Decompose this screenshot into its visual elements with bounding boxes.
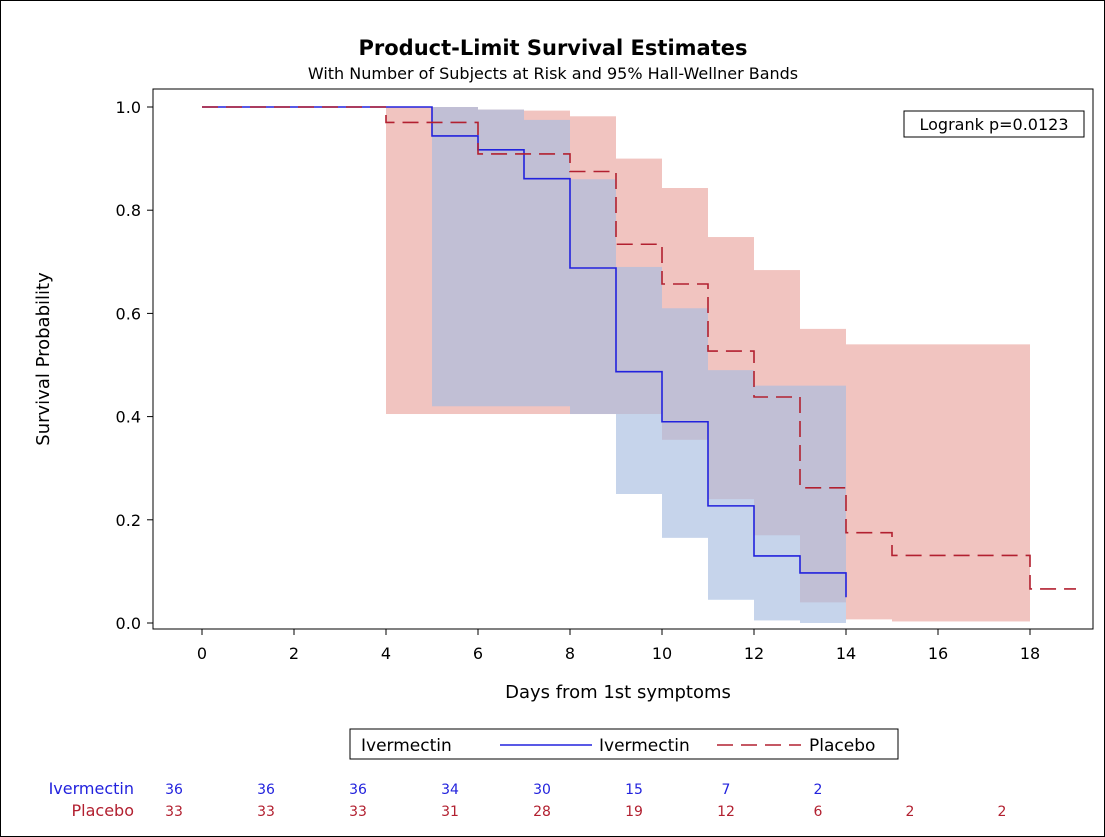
y-axis: 0.0 0.2 0.4 0.6 0.8 1.0	[116, 98, 153, 633]
risk-count-ivermectin-4: 30	[533, 782, 551, 798]
risk-label-placebo: Placebo	[72, 801, 134, 820]
band-ivermectin-4	[616, 266, 662, 494]
survival-curves	[202, 106, 1076, 598]
legend-entry-ivermectin: Ivermectin	[599, 736, 690, 756]
risk-count-ivermectin-1: 36	[257, 782, 275, 798]
x-tick-label-6: 12	[744, 644, 764, 663]
risk-count-placebo-9: 2	[998, 804, 1007, 820]
x-axis-label: Days from 1st symptoms	[505, 682, 731, 703]
risk-count-placebo-7: 6	[814, 804, 823, 820]
band-ivermectin-6	[708, 370, 754, 600]
band-placebo-9	[846, 344, 892, 620]
x-tick-label-3: 6	[473, 644, 483, 663]
risk-count-placebo-2: 33	[349, 804, 367, 820]
risk-count-placebo-1: 33	[257, 804, 275, 820]
band-ivermectin-2	[524, 119, 570, 407]
band-ivermectin-8	[800, 385, 846, 623]
risk-label-ivermectin: Ivermectin	[49, 779, 134, 798]
risk-count-ivermectin-5: 15	[625, 782, 643, 798]
risk-count-ivermectin-3: 34	[441, 782, 459, 798]
risk-count-placebo-4: 28	[533, 804, 551, 820]
chart-subtitle: With Number of Subjects at Risk and 95% …	[308, 64, 798, 83]
confidence-bands	[386, 107, 1030, 623]
y-tick-label-4: 0.8	[116, 201, 141, 220]
logrank-annotation: Logrank p=0.0123	[920, 115, 1069, 134]
y-axis-label: Survival Probability	[33, 272, 54, 446]
y-tick-label-3: 0.6	[116, 304, 141, 323]
risk-count-placebo-0: 33	[165, 804, 183, 820]
band-ivermectin-3	[570, 179, 616, 415]
legend: Ivermectin Ivermectin Placebo	[349, 728, 899, 760]
y-tick-label-5: 1.0	[116, 98, 141, 117]
x-tick-label-5: 10	[652, 644, 672, 663]
y-tick-label-2: 0.4	[116, 408, 141, 427]
risk-count-placebo-8: 2	[906, 804, 915, 820]
x-tick-label-0: 0	[197, 644, 207, 663]
x-tick-label-9: 18	[1020, 644, 1040, 663]
logrank-annotation-box: Logrank p=0.0123	[903, 110, 1085, 138]
chart-title: Product-Limit Survival Estimates	[359, 36, 748, 60]
y-tick-label-1: 0.2	[116, 511, 141, 530]
band-placebo-10	[892, 344, 1030, 622]
band-ivermectin-5	[662, 308, 708, 538]
curve-placebo	[202, 106, 1076, 590]
legend-title: Ivermectin	[361, 736, 452, 756]
x-tick-label-4: 8	[565, 644, 575, 663]
risk-count-ivermectin-0: 36	[165, 782, 183, 798]
risk-count-ivermectin-2: 36	[349, 782, 367, 798]
risk-count-placebo-5: 19	[625, 804, 643, 820]
plot-area-border	[152, 88, 1094, 630]
band-ivermectin-7	[754, 385, 800, 621]
curve-ivermectin	[202, 106, 847, 598]
risk-count-ivermectin-7: 2	[814, 782, 823, 798]
x-axis: 0 2 4 6 8 10 12 14 16 18	[197, 629, 1040, 663]
band-ivermectin-1	[478, 109, 524, 407]
legend-border	[349, 728, 899, 760]
risk-table: Ivermectin 36 36 36 34 30 15 7 2 Placebo 33 33 33 31 2…	[49, 779, 1007, 820]
x-tick-label-2: 4	[381, 644, 391, 663]
logrank-annotation-border	[903, 110, 1085, 138]
legend-entry-placebo: Placebo	[809, 736, 875, 756]
x-tick-label-1: 2	[289, 644, 299, 663]
x-tick-label-8: 16	[928, 644, 948, 663]
risk-count-ivermectin-6: 7	[722, 782, 731, 798]
risk-count-placebo-3: 31	[441, 804, 459, 820]
risk-count-placebo-6: 12	[717, 804, 735, 820]
y-tick-label-0: 0.0	[116, 614, 141, 633]
x-tick-label-7: 14	[836, 644, 856, 663]
band-ivermectin-0	[432, 107, 478, 407]
